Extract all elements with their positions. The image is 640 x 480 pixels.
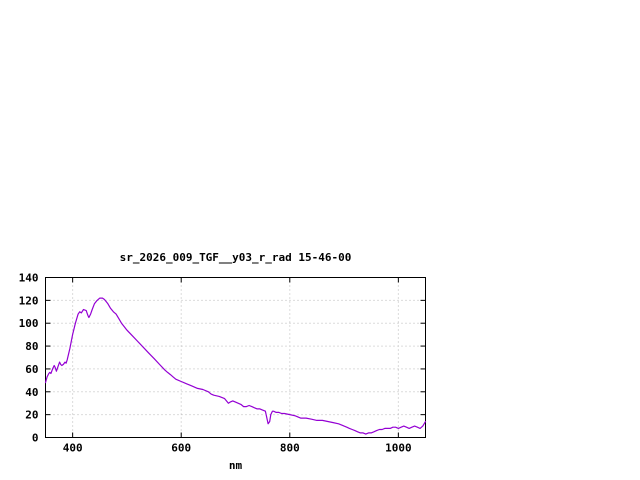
svg-text:120: 120	[19, 294, 39, 307]
svg-text:800: 800	[280, 442, 300, 455]
chart-title: sr_2026_009_TGF__y03_r_rad 15-46-00	[119, 251, 352, 264]
svg-text:1000: 1000	[385, 442, 412, 455]
svg-text:60: 60	[25, 363, 38, 376]
svg-text:20: 20	[25, 409, 38, 422]
svg-text:100: 100	[19, 317, 39, 330]
svg-text:600: 600	[171, 442, 191, 455]
svg-text:140: 140	[19, 272, 39, 285]
x-axis-label: nm	[228, 459, 243, 472]
svg-text:400: 400	[63, 442, 83, 455]
svg-text:40: 40	[25, 386, 38, 399]
svg-text:80: 80	[25, 340, 38, 353]
svg-text:0: 0	[32, 432, 39, 445]
